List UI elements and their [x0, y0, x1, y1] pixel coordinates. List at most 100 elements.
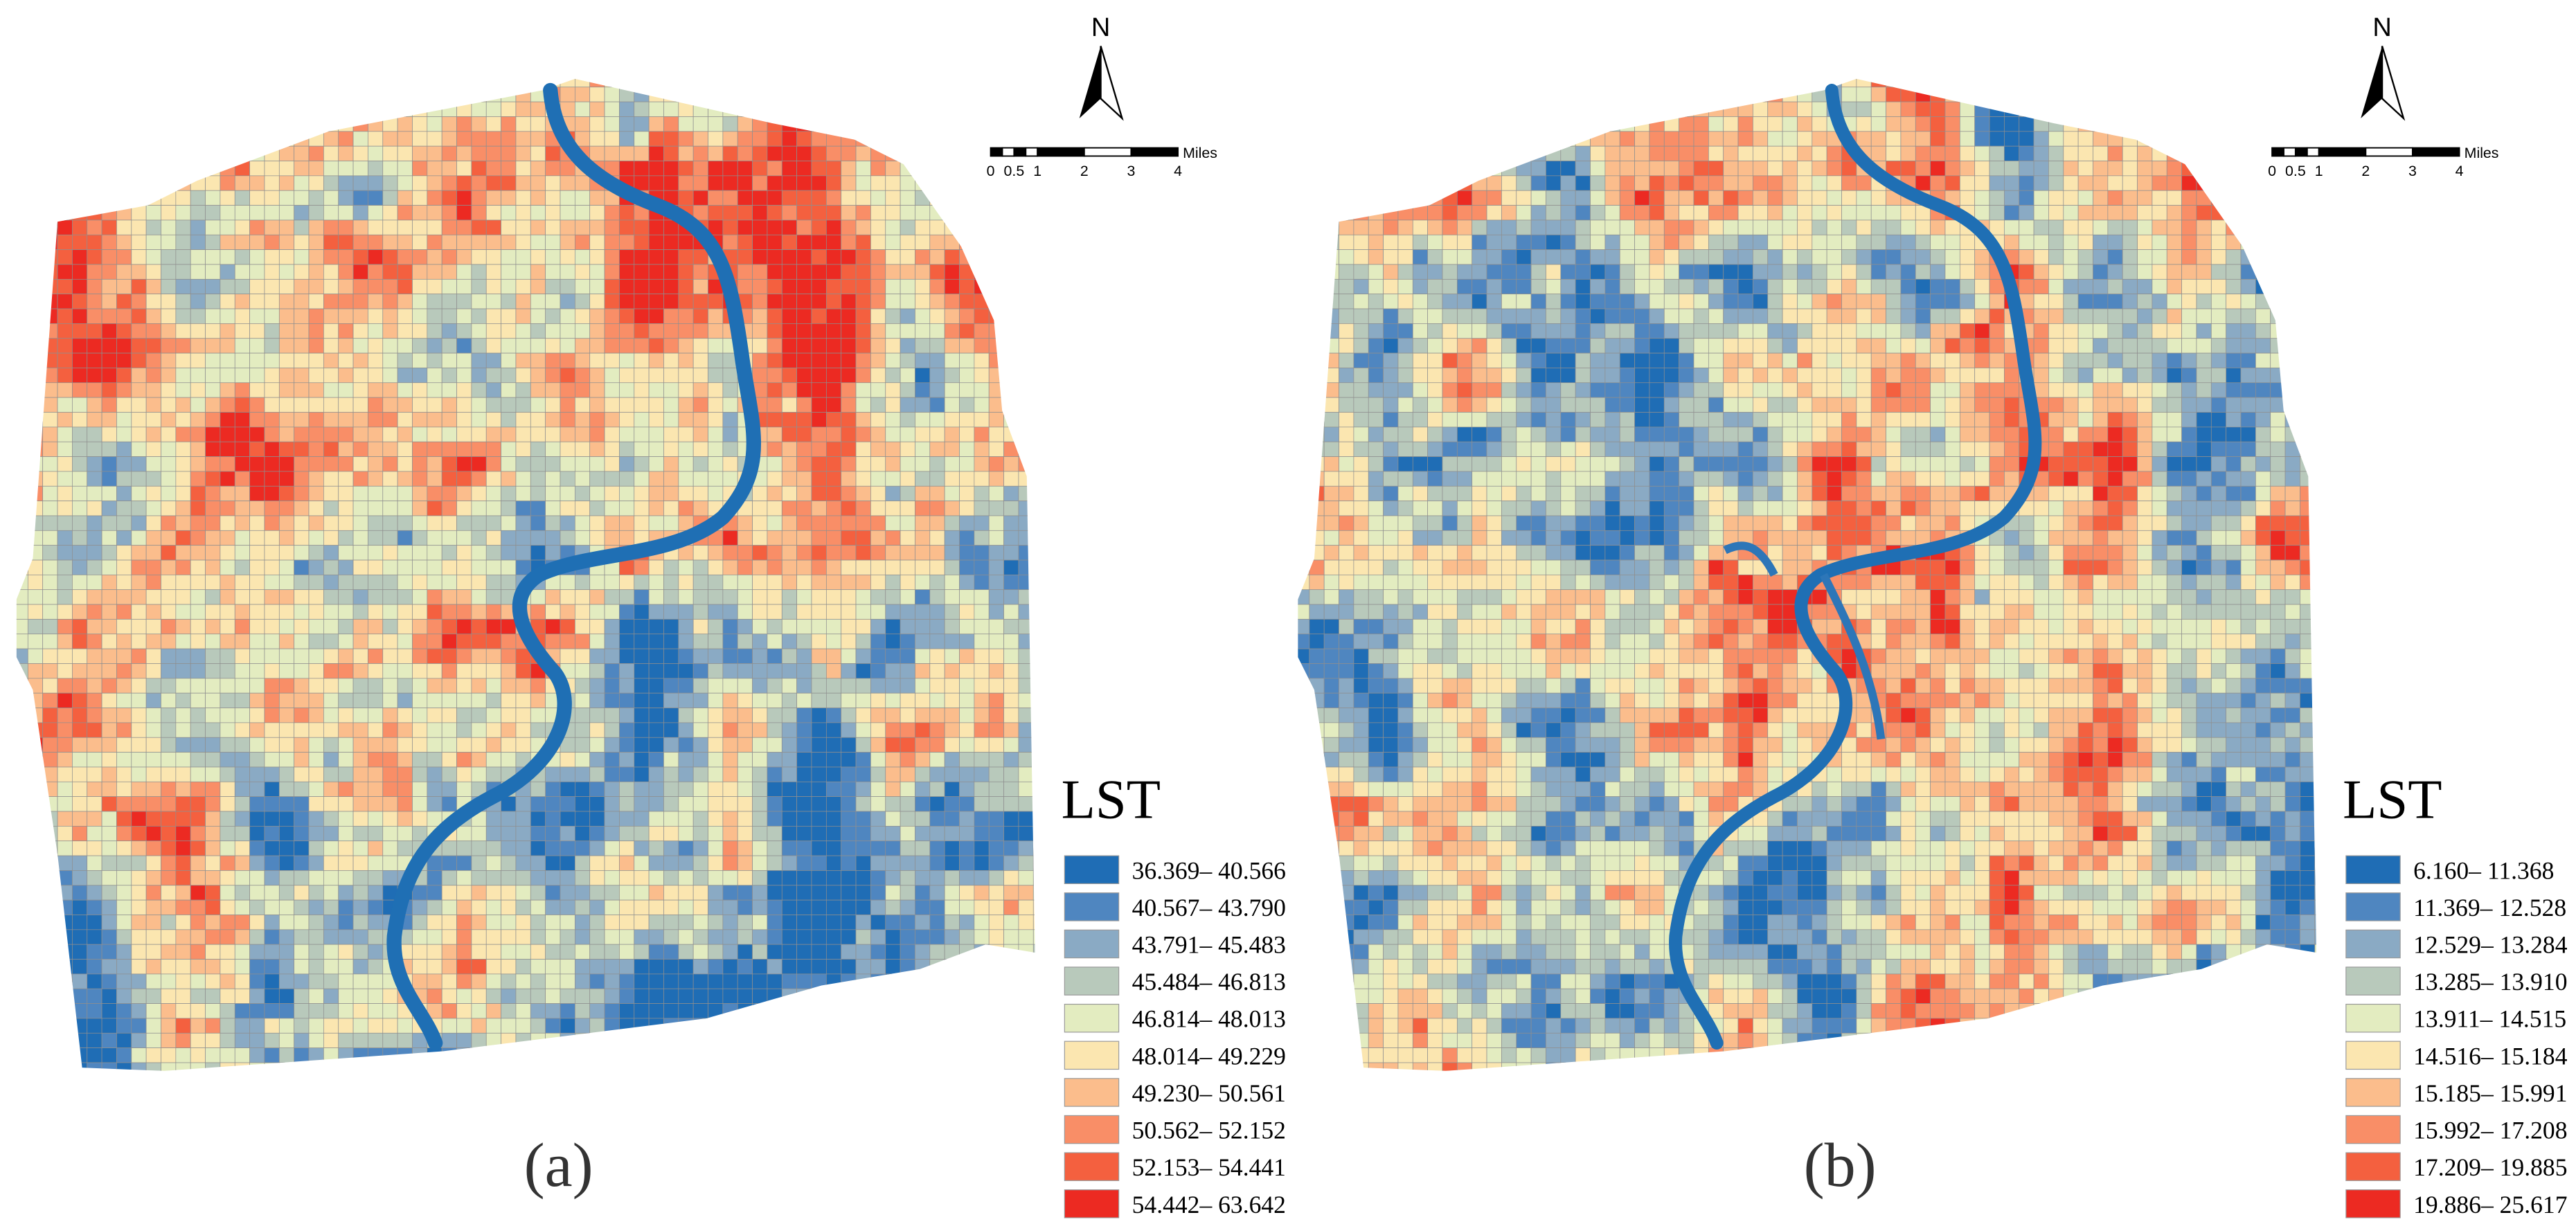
map-cell — [781, 87, 797, 102]
map-cell — [737, 959, 753, 975]
map-cell — [737, 855, 753, 871]
map-cell — [870, 604, 886, 620]
map-cell — [72, 840, 88, 856]
map-cell — [545, 840, 561, 856]
map-cell — [915, 294, 931, 309]
map-cell — [323, 1062, 339, 1071]
map-cell — [560, 855, 575, 871]
map-cell — [1032, 234, 1035, 250]
map-cell — [855, 737, 871, 753]
map-cell — [1018, 131, 1034, 147]
map-cell — [560, 205, 575, 221]
map-cell — [338, 752, 354, 768]
map-cell — [589, 663, 605, 679]
map-cell — [27, 1003, 44, 1019]
map-cell — [382, 116, 398, 132]
map-cell — [1032, 545, 1035, 561]
map-cell — [692, 885, 708, 901]
map-cell — [752, 559, 768, 575]
map-cell — [27, 929, 44, 945]
map-cell — [175, 944, 191, 960]
map-cell — [278, 190, 295, 206]
map-cell — [220, 175, 235, 191]
map-cell — [545, 515, 561, 531]
map-cell — [161, 722, 177, 738]
map-cell — [604, 441, 620, 457]
map-cell — [234, 87, 250, 102]
map-cell — [915, 471, 931, 487]
map-cell — [57, 131, 73, 147]
map-cell — [485, 485, 501, 501]
map-cell — [692, 116, 708, 132]
map-cell — [545, 205, 561, 221]
map-cell — [101, 619, 117, 635]
map-cell — [678, 175, 694, 191]
map-cell — [663, 885, 679, 901]
map-cell — [944, 929, 960, 945]
map-cell — [397, 796, 413, 812]
map-cell — [530, 929, 546, 945]
map-cell — [382, 811, 398, 827]
map-cell — [16, 885, 28, 901]
map-cell — [249, 988, 265, 1004]
map-cell — [959, 352, 975, 368]
map-cell — [323, 426, 339, 442]
map-cell — [190, 116, 206, 132]
map-cell — [57, 87, 73, 102]
map-cell — [1003, 752, 1019, 768]
map-cell — [234, 559, 250, 575]
map-cell — [781, 485, 797, 501]
map-cell — [42, 175, 58, 191]
map-cell — [264, 426, 280, 442]
map-cell — [1003, 323, 1019, 339]
map-cell — [427, 175, 442, 191]
map-cell — [382, 131, 398, 147]
map-cell — [870, 368, 886, 384]
map-cell — [1323, 545, 1339, 561]
map-cell — [42, 515, 58, 531]
map-cell — [1032, 1003, 1035, 1019]
map-cell — [264, 234, 280, 250]
map-cell — [205, 959, 221, 975]
map-cell — [87, 501, 102, 516]
map-cell — [663, 426, 679, 442]
map-cell — [648, 944, 664, 960]
map-cell — [944, 278, 960, 295]
map-cell — [530, 530, 546, 546]
map-cell — [368, 870, 384, 886]
map-cell — [72, 501, 88, 516]
map-cell — [249, 811, 265, 827]
map-cell — [752, 708, 768, 723]
map-cell — [16, 619, 28, 635]
map-cell — [42, 899, 58, 915]
map-cell — [427, 441, 442, 457]
map-cell — [1018, 633, 1034, 649]
map-cell — [1298, 515, 1310, 531]
map-cell — [575, 915, 591, 930]
map-cell — [1323, 87, 1339, 102]
map-cell — [1018, 338, 1034, 354]
map-cell — [397, 397, 413, 413]
map-cell — [249, 575, 265, 591]
map-cell — [722, 870, 738, 886]
map-cell — [988, 338, 1004, 354]
map-cell — [900, 161, 915, 177]
map-cell — [825, 485, 842, 501]
map-cell — [116, 471, 132, 487]
map-cell — [412, 589, 428, 605]
map-cell — [72, 559, 88, 575]
map-cell — [619, 352, 635, 368]
map-cell — [145, 323, 161, 339]
map-cell — [560, 648, 575, 664]
map-cell — [101, 1018, 117, 1034]
map-cell — [604, 145, 620, 161]
map-cell — [915, 161, 931, 177]
map-cell — [87, 1062, 102, 1071]
map-cell — [737, 101, 753, 117]
map-cell — [175, 145, 191, 161]
map-cell — [412, 323, 428, 339]
map-cell — [634, 915, 650, 930]
map-cell — [101, 988, 117, 1004]
map-cell — [57, 101, 73, 117]
map-cell — [825, 382, 842, 398]
